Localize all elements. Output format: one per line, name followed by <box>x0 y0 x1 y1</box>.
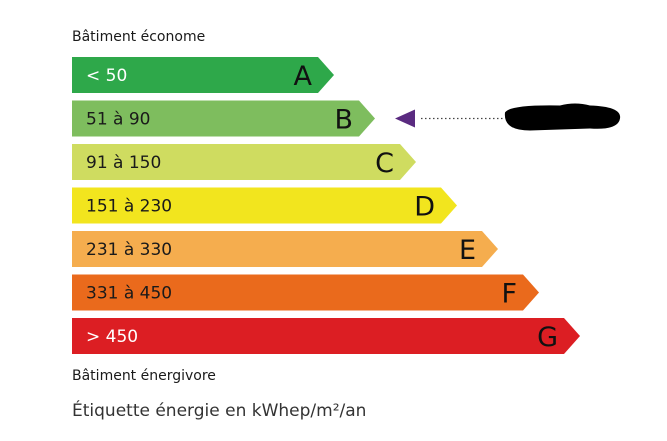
energy-class-d: 151 à 230 D <box>72 187 457 224</box>
energy-class-f: 331 à 450 F <box>72 274 539 311</box>
energy-class-c: 91 à 150 C <box>72 144 416 180</box>
bottom-label: Bâtiment énergivore <box>72 368 216 384</box>
energy-class-b: 51 à 90 B <box>72 100 375 137</box>
class-letter: B <box>334 105 353 136</box>
class-range: < 50 <box>86 66 127 86</box>
class-range: 51 à 90 <box>86 110 151 130</box>
class-letter: C <box>375 148 394 179</box>
class-letter: D <box>414 192 435 223</box>
class-range: 231 à 330 <box>86 240 172 260</box>
indicator-arrow-icon <box>395 109 415 128</box>
class-letter: E <box>459 235 476 266</box>
class-bar <box>72 231 498 267</box>
energy-class-e: 231 à 330 E <box>72 231 498 267</box>
energy-class-a: < 50 A <box>72 57 334 93</box>
class-range: 91 à 150 <box>86 153 161 173</box>
class-bar <box>72 187 457 224</box>
class-letter: A <box>294 61 313 92</box>
class-letter: G <box>537 322 558 353</box>
class-letter: F <box>501 279 517 310</box>
top-label: Bâtiment économe <box>72 29 206 45</box>
class-bar <box>72 274 539 311</box>
caption: Étiquette énergie en kWhep/m²/an <box>72 401 367 421</box>
class-range: 331 à 450 <box>86 284 172 304</box>
class-range: 151 à 230 <box>86 197 172 217</box>
energy-class-g: > 450 G <box>72 318 580 354</box>
redacted-value-mark <box>504 103 621 131</box>
class-range: > 450 <box>86 327 138 347</box>
class-bar <box>72 318 580 354</box>
class-bar <box>72 100 375 137</box>
class-bar <box>72 144 416 180</box>
class-bar <box>72 57 334 93</box>
